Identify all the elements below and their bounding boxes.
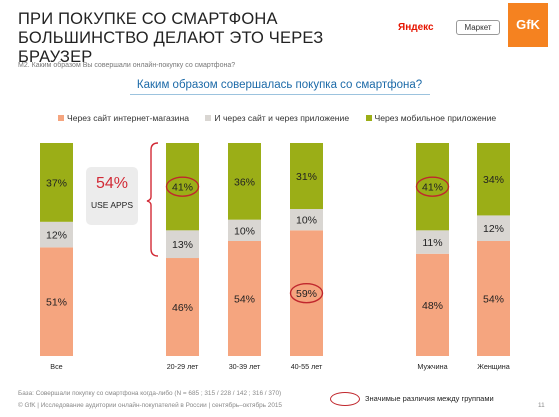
legend-label-app: Через мобильное приложение bbox=[374, 113, 497, 123]
bar-segment-cat-2-s1 bbox=[228, 219, 261, 241]
legend-label-site: Через сайт интернет-магазина bbox=[67, 113, 189, 123]
data-label-cat-0-s1: 12% bbox=[46, 230, 67, 242]
bar-segment-cat-5-s0 bbox=[477, 240, 510, 356]
category-label-cat-2: 30-39 лет bbox=[229, 362, 261, 371]
bar-segment-cat-5-s1 bbox=[477, 215, 510, 241]
data-label-cat-1-s2: 41% bbox=[172, 182, 193, 194]
data-label-cat-4-s1: 11% bbox=[422, 237, 442, 249]
bar-segment-cat-4-s0 bbox=[416, 253, 449, 356]
legend-item-app: Через мобильное приложение bbox=[365, 113, 497, 123]
bar-segment-cat-3-s1 bbox=[290, 209, 323, 231]
use-apps-value: 54% bbox=[95, 175, 129, 192]
yandex-logo: Яндекс bbox=[398, 22, 434, 33]
bar-segment-cat-0-s1 bbox=[40, 221, 73, 248]
data-label-cat-2-s2: 36% bbox=[234, 176, 255, 188]
gfk-logo: GfK bbox=[508, 3, 548, 47]
data-label-cat-3-s2: 31% bbox=[296, 171, 317, 183]
market-logo: Маркет bbox=[456, 20, 500, 35]
bar-segment-cat-2-s0 bbox=[228, 240, 261, 356]
category-label-cat-4: Мужчина bbox=[417, 362, 447, 371]
data-label-cat-0-s2: 37% bbox=[46, 177, 67, 189]
bar-segment-cat-4-s2 bbox=[416, 143, 449, 231]
page-number: 11 bbox=[538, 402, 545, 409]
bar-segment-cat-5-s2 bbox=[477, 143, 510, 216]
bar-segment-cat-1-s2 bbox=[166, 143, 199, 231]
yandex-logo-text: Яндекс bbox=[398, 22, 434, 33]
bar-segment-cat-2-s2 bbox=[228, 143, 261, 220]
bar-segment-cat-4-s1 bbox=[416, 230, 449, 254]
slide-title: ПРИ ПОКУПКЕ СО СМАРТФОНА БОЛЬШИНСТВО ДЕЛ… bbox=[18, 10, 324, 66]
chart-title: Каким образом совершалась покупка со сма… bbox=[0, 79, 559, 95]
use-apps-callout: 54% USE APPS bbox=[86, 167, 138, 225]
data-label-cat-0-s0: 51% bbox=[46, 297, 67, 309]
category-label-cat-5: Женщина bbox=[477, 362, 509, 371]
legend-label-both: И через сайт и через приложение bbox=[214, 113, 350, 123]
bar-segment-cat-3-s2 bbox=[290, 143, 323, 210]
category-label-cat-1: 20-29 лет bbox=[167, 362, 199, 371]
legend-swatch-both bbox=[205, 115, 212, 121]
highlight-ring-cat-4-s2 bbox=[415, 176, 450, 197]
category-label-cat-0: Все bbox=[50, 362, 62, 371]
legend-item-site: Через сайт интернет-магазина bbox=[58, 113, 189, 123]
base-note: База: Совершали покупку со смартфона ког… bbox=[18, 390, 282, 397]
age-group-bracket bbox=[146, 142, 159, 257]
survey-question: М2. Каким образом Вы совершали онлайн-по… bbox=[18, 62, 236, 69]
data-label-cat-2-s1: 10% bbox=[234, 225, 255, 237]
bar-segment-cat-1-s0 bbox=[166, 258, 199, 356]
data-label-cat-1-s1: 13% bbox=[172, 239, 193, 251]
footer-note: © GfK | Исследование аудитории онлайн-по… bbox=[18, 402, 282, 409]
significance-ring-icon bbox=[330, 392, 360, 406]
data-label-cat-5-s2: 34% bbox=[483, 174, 504, 186]
highlight-ring-cat-1-s2 bbox=[165, 176, 200, 197]
significance-label: Значимые различия между группами bbox=[365, 393, 494, 403]
data-label-cat-1-s0: 46% bbox=[172, 302, 193, 314]
category-label-cat-3: 40-55 лет bbox=[291, 362, 323, 371]
bar-segment-cat-0-s0 bbox=[40, 247, 73, 356]
chart-title-text: Каким образом совершалась покупка со сма… bbox=[136, 79, 423, 91]
data-label-cat-5-s1: 12% bbox=[483, 223, 504, 235]
data-label-cat-4-s2: 41% bbox=[422, 182, 443, 194]
data-label-cat-4-s0: 48% bbox=[422, 300, 443, 312]
chart-title-underline bbox=[129, 94, 430, 95]
legend-item-both: И через сайт и через приложение bbox=[205, 113, 349, 123]
use-apps-label: USE APPS bbox=[90, 200, 134, 210]
highlight-ring-cat-3-s0 bbox=[289, 282, 324, 304]
legend-swatch-app bbox=[365, 115, 372, 121]
data-label-cat-3-s0: 59% bbox=[296, 288, 317, 300]
data-label-cat-2-s0: 54% bbox=[234, 293, 255, 305]
bar-segment-cat-3-s0 bbox=[290, 230, 323, 356]
data-label-cat-5-s0: 54% bbox=[483, 293, 504, 305]
data-label-cat-3-s1: 10% bbox=[296, 215, 317, 227]
legend-swatch-site bbox=[58, 115, 64, 121]
bar-segment-cat-1-s1 bbox=[166, 230, 199, 259]
chart-legend: Через сайт интернет-магазина И через сай… bbox=[58, 113, 510, 123]
bar-segment-cat-0-s2 bbox=[40, 143, 73, 222]
significance-legend: Значимые различия между группами bbox=[330, 392, 494, 406]
